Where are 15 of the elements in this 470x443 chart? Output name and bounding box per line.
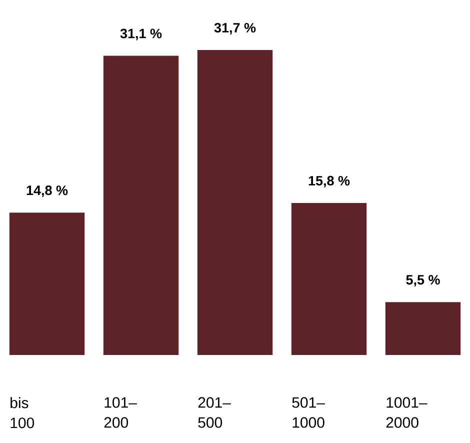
x-tick-label: 501–1000 [292,397,325,428]
data-label: 14,8 % [26,186,68,198]
bar [385,302,461,355]
data-label: 31,1 % [120,28,162,40]
x-tick-label: 1001–2000 [386,397,428,428]
bar [291,202,367,355]
data-label: 15,8 % [308,176,350,188]
x-tick-label: 101–200 [104,397,137,428]
bar [103,56,179,355]
bar [9,212,85,355]
bar [197,50,273,355]
x-tick-label: 201–500 [198,397,231,428]
data-label: 5,5 % [406,275,440,287]
data-label: 31,7 % [214,22,256,34]
x-tick-label: bis 100 [10,397,34,428]
